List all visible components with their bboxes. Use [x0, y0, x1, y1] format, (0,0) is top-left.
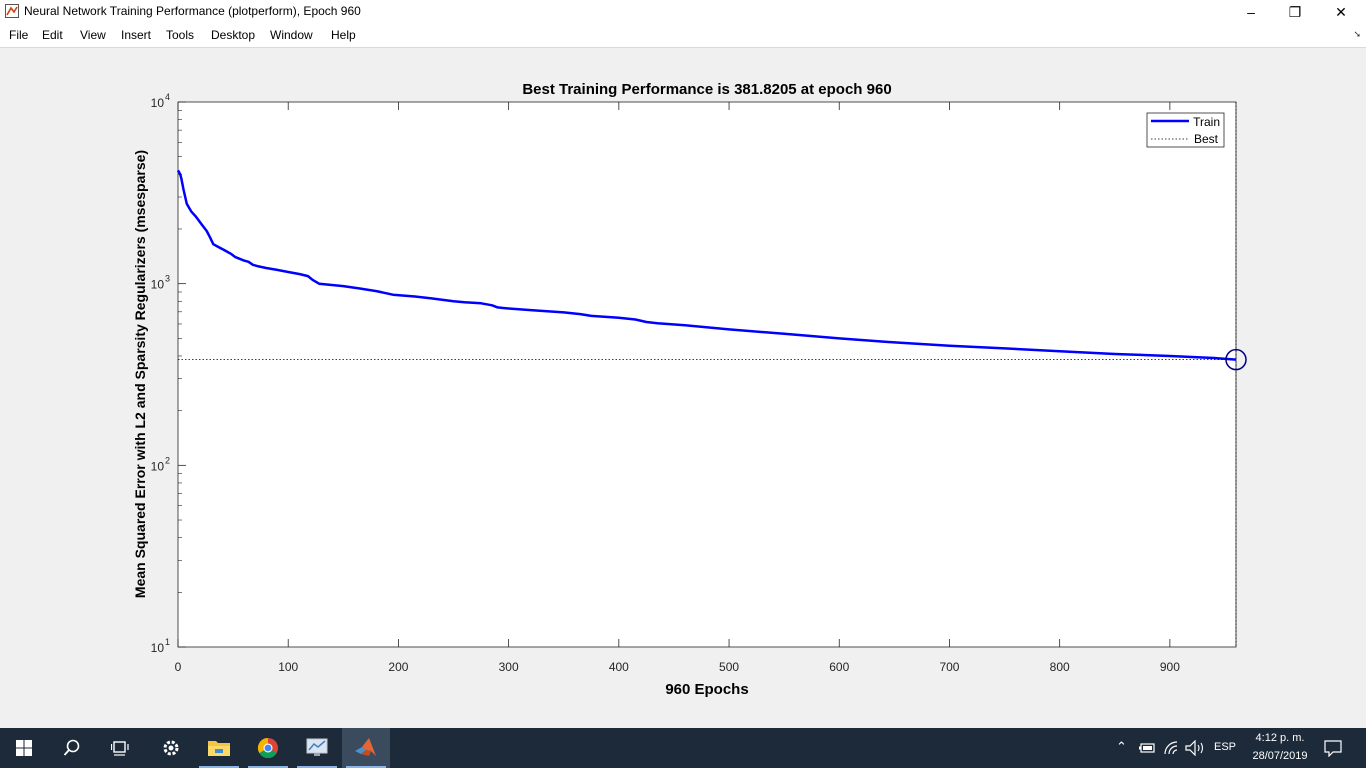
running-indicator	[346, 766, 386, 768]
legend-box	[1146, 112, 1225, 148]
clock-time[interactable]: 4:12 p. m.	[1255, 732, 1305, 744]
wifi-icon[interactable]	[1163, 740, 1181, 756]
matlab-figure-icon	[5, 4, 19, 18]
x-tick-label: 900	[1160, 660, 1180, 674]
remote-desktop-button[interactable]	[293, 728, 341, 768]
chart-title: Best Training Performance is 381.8205 at…	[522, 81, 891, 98]
x-tick-label: 700	[939, 660, 959, 674]
menu-desktop[interactable]: Desktop	[211, 28, 256, 42]
taskbar: ⌃ ESP 4:12 p. m. 28/07/2019	[0, 728, 1366, 768]
dock-arrow-icon[interactable]: ➘	[1353, 29, 1361, 39]
volume-icon[interactable]	[1185, 740, 1205, 756]
menu-window[interactable]: Window	[270, 28, 313, 42]
y-tick-label: 10	[151, 278, 165, 292]
search-button[interactable]	[48, 728, 96, 768]
y-tick-label: 10	[151, 641, 165, 655]
windows-logo-icon	[16, 740, 32, 756]
monitor-chart-icon	[306, 738, 328, 756]
series-layer	[176, 102, 1247, 647]
y-tick-exponent: 1	[165, 637, 170, 647]
close-button[interactable]: ✕	[1335, 3, 1347, 20]
x-tick-label: 500	[719, 660, 739, 674]
menu-help[interactable]: Help	[331, 28, 356, 42]
matlab-logo-icon	[355, 738, 376, 756]
settings-app-button[interactable]	[147, 728, 195, 768]
x-axis-label: 960 Epochs	[665, 681, 748, 698]
window-title: Neural Network Training Performance (plo…	[24, 4, 361, 18]
legend-train-label: Train	[1193, 115, 1220, 129]
menu-bar: File Edit View Insert Tools Desktop Wind…	[0, 24, 1366, 48]
start-button[interactable]	[0, 728, 48, 768]
search-icon	[63, 739, 80, 756]
file-explorer-button[interactable]	[195, 728, 243, 768]
show-hidden-icons-chevron-icon[interactable]: ⌃	[1116, 739, 1127, 754]
x-tick-label: 0	[175, 660, 182, 674]
notification-center-icon[interactable]	[1324, 740, 1342, 757]
menu-file[interactable]: File	[9, 28, 29, 42]
running-indicator	[297, 766, 337, 768]
legend: Train Best	[1146, 112, 1225, 148]
y-tick-label: 10	[151, 96, 165, 110]
menu-edit[interactable]: Edit	[42, 28, 63, 42]
menu-insert[interactable]: Insert	[121, 28, 152, 42]
task-view-icon	[111, 741, 129, 756]
x-ticks: 0 100 200 300 400 500 600 700 800 900	[175, 102, 1180, 674]
clock-date[interactable]: 28/07/2019	[1252, 750, 1308, 762]
y-tick-exponent: 3	[165, 274, 170, 284]
y-tick-label: 10	[151, 459, 165, 473]
matlab-button[interactable]	[342, 728, 390, 768]
x-tick-label: 100	[278, 660, 298, 674]
plot-area	[177, 101, 1237, 648]
gear-icon	[163, 740, 179, 756]
y-tick-exponent: 4	[165, 92, 170, 102]
performance-chart: Best Training Performance is 381.8205 at…	[132, 81, 1247, 698]
folder-icon	[208, 741, 230, 756]
running-indicator	[248, 766, 288, 768]
x-tick-label: 800	[1050, 660, 1070, 674]
menu-tools[interactable]: Tools	[166, 28, 195, 42]
restore-button[interactable]: ❐	[1288, 3, 1302, 20]
train-series-line	[176, 169, 1237, 361]
figure-canvas: Best Training Performance is 381.8205 at…	[0, 48, 1366, 728]
best-point-marker	[1225, 348, 1247, 371]
y-axis-label: Mean Squared Error with L2 and Sparsity …	[132, 150, 148, 598]
x-tick-label: 300	[499, 660, 519, 674]
chrome-button[interactable]	[244, 728, 292, 768]
chrome-icon	[257, 737, 278, 759]
task-view-button[interactable]	[96, 728, 144, 768]
minimize-button[interactable]: –	[1247, 4, 1255, 20]
x-tick-label: 200	[388, 660, 408, 674]
language-indicator[interactable]: ESP	[1214, 741, 1237, 753]
x-tick-label: 600	[829, 660, 849, 674]
running-indicator	[199, 766, 239, 768]
y-tick-exponent: 2	[165, 455, 170, 465]
menu-view[interactable]: View	[80, 28, 106, 42]
legend-best-label: Best	[1194, 132, 1219, 146]
title-bar: Neural Network Training Performance (plo…	[0, 0, 1366, 24]
battery-icon[interactable]	[1138, 742, 1156, 754]
x-tick-label: 400	[609, 660, 629, 674]
